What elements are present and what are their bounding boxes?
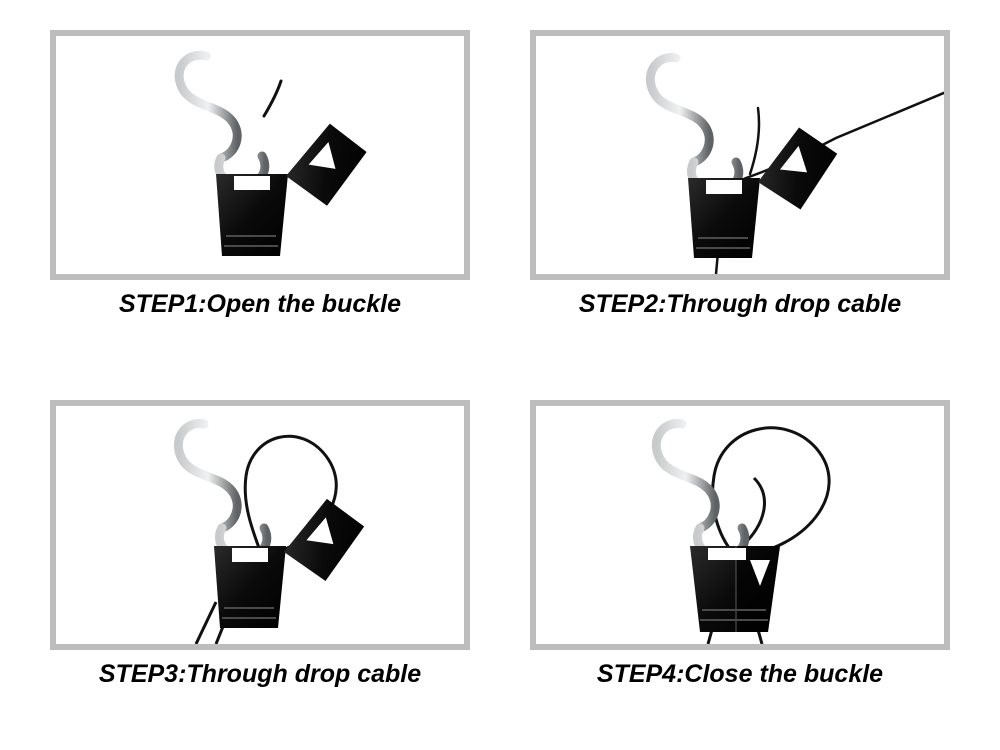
steps-grid: STEP1:Open the buckle bbox=[40, 30, 960, 720]
step-cell-2: STEP2:Through drop cable bbox=[520, 30, 960, 350]
step-caption-2: STEP2:Through drop cable bbox=[579, 290, 901, 319]
step-cell-3: STEP3:Through drop cable bbox=[40, 400, 480, 720]
illustration-step-1 bbox=[56, 36, 464, 274]
step-caption-4: STEP4:Close the buckle bbox=[597, 660, 883, 689]
page: STEP1:Open the buckle bbox=[0, 0, 1000, 750]
step-caption-1: STEP1:Open the buckle bbox=[119, 290, 401, 319]
illustration-step-2 bbox=[536, 36, 944, 274]
step-frame-4 bbox=[530, 400, 950, 650]
step-frame-2 bbox=[530, 30, 950, 280]
step-cell-4: STEP4:Close the buckle bbox=[520, 400, 960, 720]
step-frame-3 bbox=[50, 400, 470, 650]
step-frame-1 bbox=[50, 30, 470, 280]
step-caption-3: STEP3:Through drop cable bbox=[99, 660, 421, 689]
illustration-step-4 bbox=[536, 406, 944, 644]
illustration-step-3 bbox=[56, 406, 464, 644]
step-cell-1: STEP1:Open the buckle bbox=[40, 30, 480, 350]
